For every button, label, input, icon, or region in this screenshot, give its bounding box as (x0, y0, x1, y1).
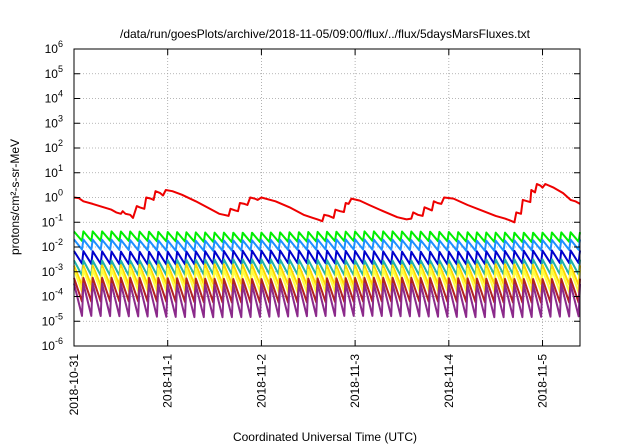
y-tick-label: 106 (45, 39, 63, 56)
x-axis-label: Coordinated Universal Time (UTC) (233, 430, 417, 444)
x-tick-label: 2018-11-5 (536, 354, 550, 408)
y-tick-label: 103 (45, 113, 63, 130)
y-tick-label: 104 (45, 89, 63, 106)
y-tick-label: 10-2 (42, 237, 63, 254)
y-axis-label: protons/cm²-s-sr-MeV (8, 139, 22, 255)
series-line (73, 230, 581, 244)
y-tick-label: 10-4 (42, 287, 63, 304)
y-tick-label: 10-3 (42, 262, 63, 279)
series-line (73, 276, 581, 304)
series-line (73, 258, 581, 277)
y-tick-label: 10-6 (42, 336, 63, 353)
y-tick-label: 102 (45, 138, 63, 155)
y-tick-label: 100 (45, 188, 63, 205)
x-tick-label: 2018-11-2 (254, 354, 268, 408)
series-line (73, 267, 581, 294)
y-tick-label: 101 (45, 163, 63, 180)
series-line (73, 249, 581, 266)
x-tick-label: 2018-10-31 (67, 354, 81, 416)
x-tick-label: 2018-11-3 (348, 354, 362, 408)
x-tick-label: 2018-11-4 (442, 354, 456, 408)
series-line (73, 238, 581, 252)
y-tick-label: 105 (45, 64, 63, 81)
series-line (73, 282, 581, 319)
y-tick-label: 10-5 (42, 311, 63, 328)
y-tick-label: 10-1 (42, 212, 63, 229)
x-tick-label: 2018-11-1 (161, 354, 175, 408)
series-lines (73, 183, 581, 319)
chart-title: /data/run/goesPlots/archive/2018-11-05/0… (120, 27, 531, 41)
series-line (73, 263, 581, 287)
series-line (73, 183, 581, 224)
x-axis-ticks: 2018-10-31 2018-11-1 2018-11-2 2018-11-3 201… (67, 49, 550, 415)
y-axis-ticks: 10-6 10-5 10-4 10-3 10-2 10-1 100 101 102 103 104 1… (42, 39, 580, 353)
